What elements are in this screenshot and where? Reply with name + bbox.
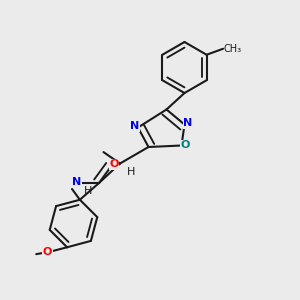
Text: O: O [43,247,52,257]
Text: CH₃: CH₃ [224,44,242,54]
Text: N: N [130,121,140,131]
Text: N: N [184,118,193,128]
Text: H: H [84,186,92,196]
Text: O: O [180,140,190,151]
Text: N: N [72,177,81,188]
Text: O: O [109,159,119,169]
Text: H: H [127,167,135,177]
